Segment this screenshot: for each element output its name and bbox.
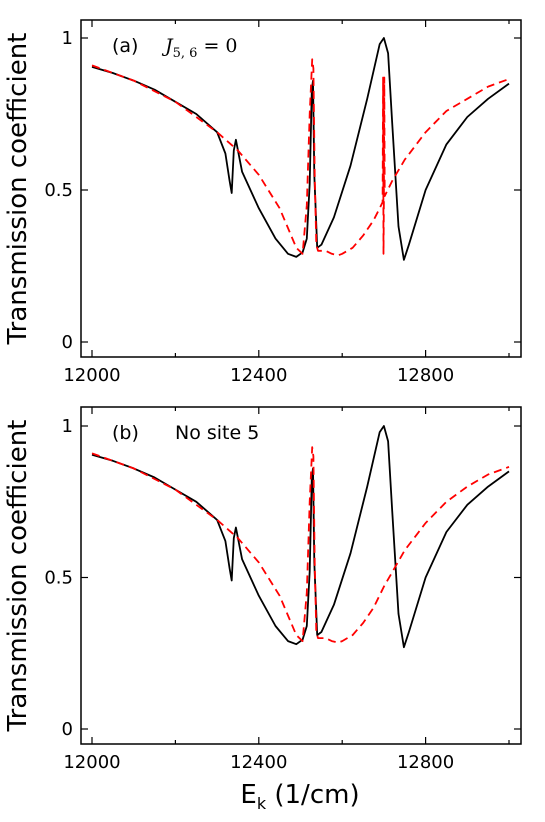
x-axis-label-unit: (1/cm) (266, 780, 359, 810)
series-b (91, 425, 510, 649)
y-axis-label-b: Transmission coefficient (3, 420, 33, 733)
annotation-rest: = 0 (197, 35, 237, 57)
y-axis-label-a: Transmission coefficient (3, 33, 33, 346)
x-tick-label: 12000 (63, 365, 120, 386)
series-solid-line (91, 37, 510, 261)
y-tick-label: 0 (62, 332, 73, 353)
series-dashed-line (91, 58, 510, 257)
panel-label-b: (b) (112, 422, 139, 444)
plot-frame-b (80, 406, 522, 745)
annotation-sub: 5, 6 (173, 46, 198, 61)
x-tick-label: 12800 (397, 365, 454, 386)
x-tick-label: 12400 (230, 365, 287, 386)
x-axis-label-sub: k (257, 794, 267, 813)
y-tick-label: 0.5 (44, 180, 73, 201)
y-tick-label: 0 (62, 719, 73, 740)
annotation-b: No site 5 (175, 422, 259, 444)
panel-label-a: (a) (112, 35, 138, 57)
annotation-base: J (161, 35, 174, 57)
ticks-a: 12000 12400 12800 0 0.5 1 (44, 20, 521, 386)
x-axis-label: Ek (1/cm) (240, 780, 359, 813)
x-tick-label: 12800 (397, 752, 454, 773)
series-dashed-line (91, 446, 510, 644)
x-tick-label: 12400 (230, 752, 287, 773)
panel-a: 12000 12400 12800 0 0.5 1 (a) J5, 6 = 0 Trans… (3, 19, 522, 386)
annotation-a: J5, 6 = 0 (161, 35, 238, 61)
y-tick-label: 1 (62, 28, 73, 49)
y-tick-label: 0.5 (44, 568, 73, 589)
x-tick-label: 12000 (63, 752, 120, 773)
panel-b: 12000 12400 12800 0 0.5 1 (b) No site 5 Trans… (3, 406, 522, 773)
series-a (91, 37, 510, 261)
ticks-b: 12000 12400 12800 0 0.5 1 (44, 407, 521, 773)
series-solid-line (91, 425, 510, 649)
y-tick-label: 1 (62, 416, 73, 437)
x-axis-label-main: E (240, 780, 256, 810)
plot-frame-a (80, 19, 522, 358)
